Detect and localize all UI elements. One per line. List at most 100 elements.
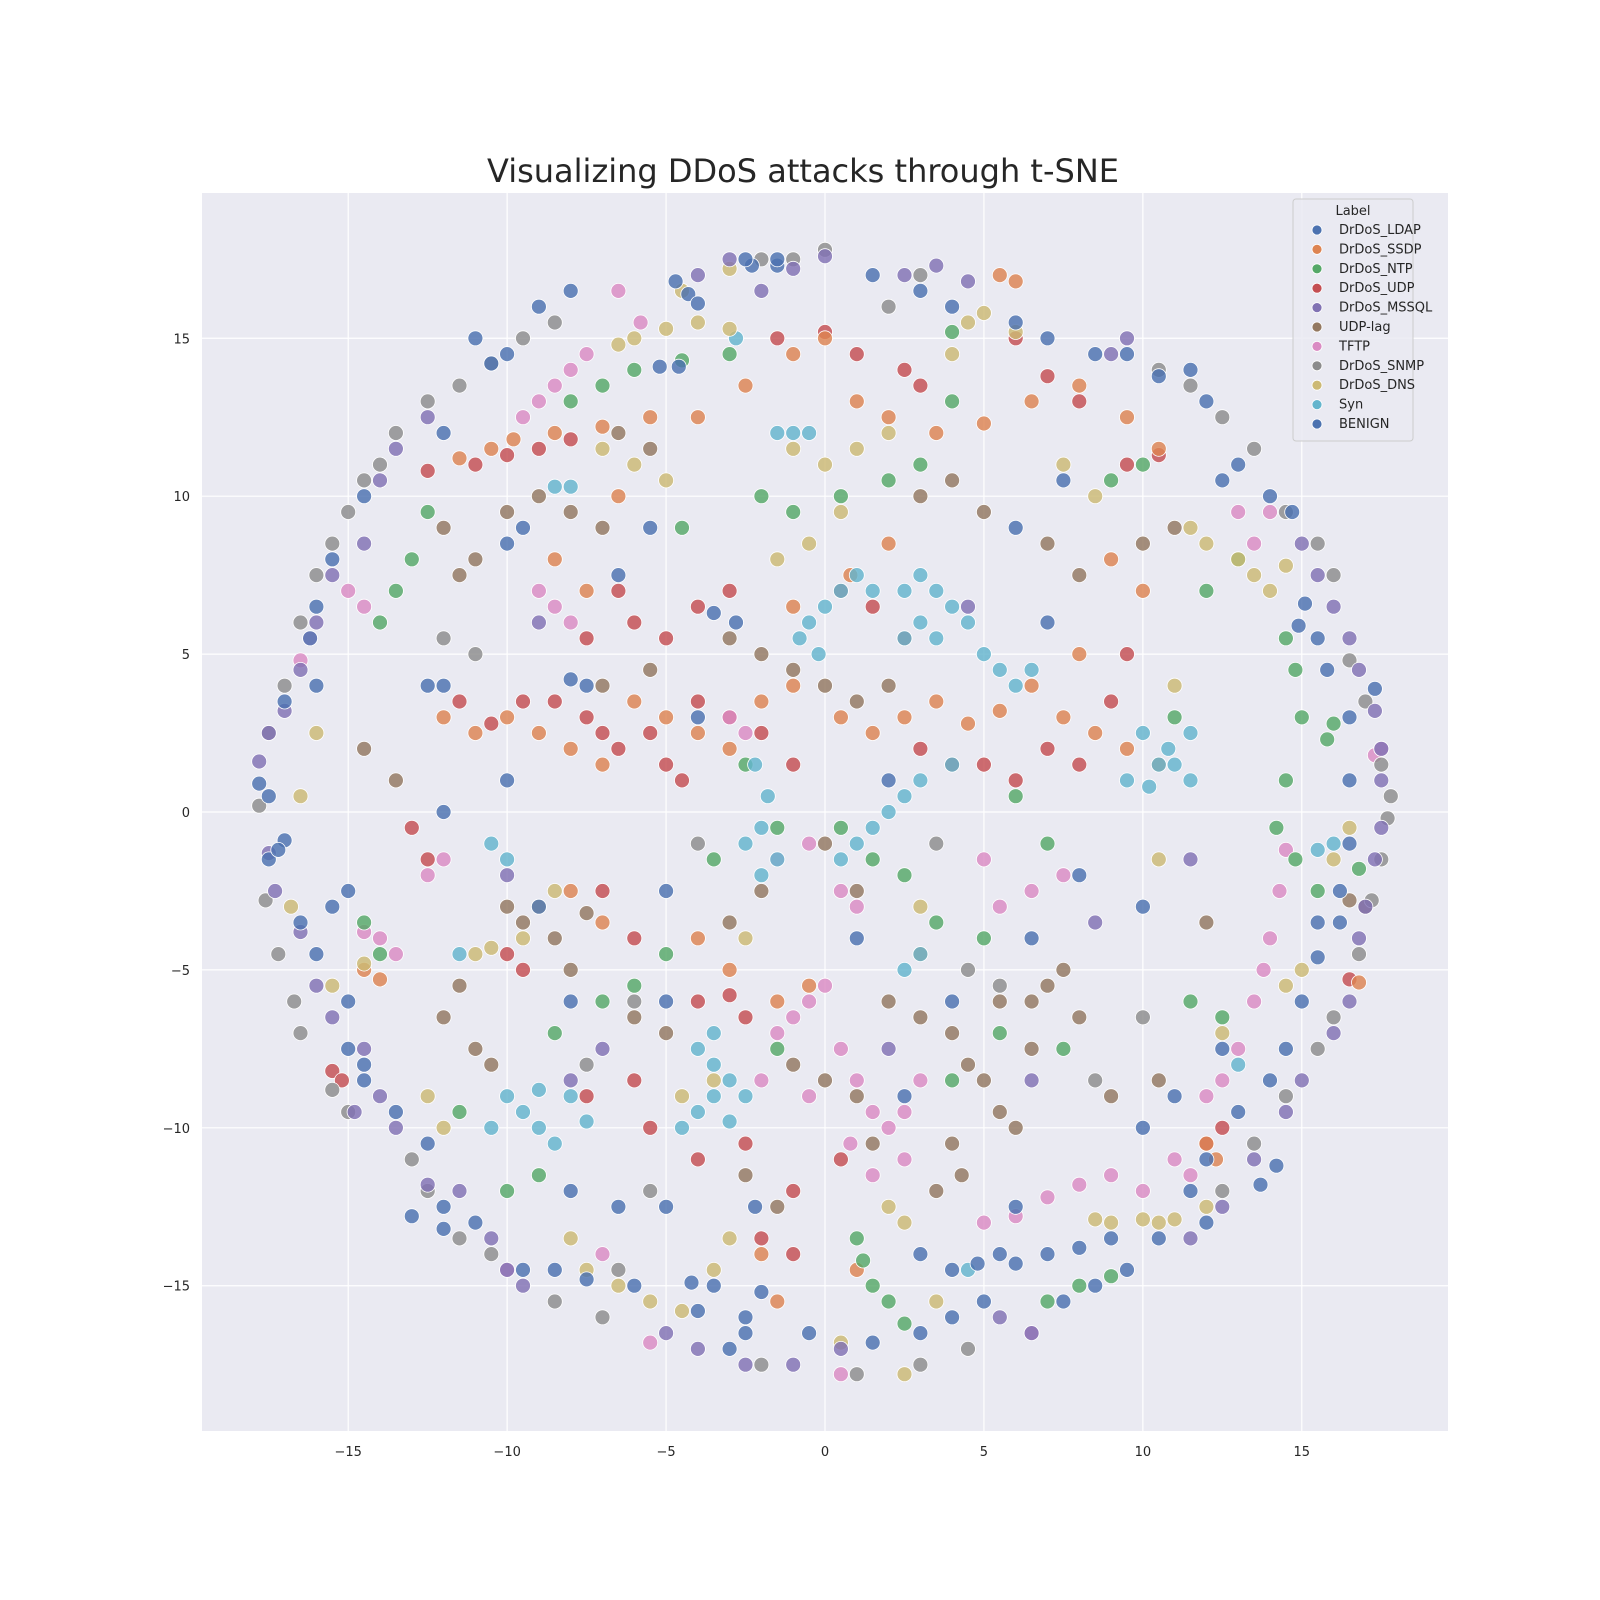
scatter-point bbox=[387, 425, 404, 441]
scatter-point bbox=[483, 1246, 500, 1262]
scatter-point bbox=[928, 425, 945, 441]
scatter-point bbox=[1382, 788, 1399, 805]
scatter-point bbox=[562, 282, 579, 299]
scatter-point bbox=[1325, 598, 1342, 615]
scatter-point bbox=[912, 1246, 929, 1262]
scatter-point bbox=[848, 567, 865, 583]
scatter-point bbox=[1278, 557, 1294, 574]
scatter-point bbox=[944, 346, 960, 363]
scatter-point bbox=[1332, 883, 1348, 899]
scatter-point bbox=[1287, 851, 1304, 868]
scatter-point bbox=[753, 1246, 770, 1262]
scatter-point bbox=[817, 456, 833, 473]
scatter-point bbox=[960, 614, 976, 631]
scatter-point bbox=[753, 1072, 770, 1089]
legend-marker bbox=[1311, 340, 1323, 352]
legend-marker bbox=[1311, 224, 1323, 236]
scatter-point bbox=[1214, 1041, 1231, 1057]
scatter-point bbox=[562, 1230, 579, 1247]
scatter-point bbox=[562, 993, 579, 1010]
scatter-point bbox=[801, 977, 817, 994]
scatter-point bbox=[594, 914, 611, 931]
scatter-point bbox=[1023, 677, 1040, 694]
scatter-point bbox=[737, 1167, 754, 1184]
scatter-point bbox=[848, 1072, 865, 1089]
scatter-point bbox=[1230, 1056, 1247, 1073]
scatter-point bbox=[308, 567, 325, 583]
legend-item: DrDoS_DNS bbox=[1311, 378, 1415, 393]
scatter-point bbox=[499, 447, 516, 464]
scatter-point bbox=[848, 393, 865, 410]
scatter-point bbox=[292, 614, 309, 631]
scatter-point bbox=[1262, 1072, 1278, 1089]
scatter-point bbox=[737, 1325, 754, 1341]
scatter-point bbox=[769, 551, 786, 568]
scatter-point bbox=[747, 756, 763, 773]
scatter-point bbox=[1055, 1293, 1072, 1310]
scatter-point bbox=[1341, 835, 1358, 852]
scatter-point bbox=[801, 835, 817, 852]
scatter-point bbox=[531, 393, 547, 410]
scatter-point bbox=[1039, 1293, 1056, 1310]
scatter-point bbox=[435, 677, 452, 694]
scatter-point bbox=[928, 583, 945, 599]
scatter-point bbox=[467, 330, 484, 347]
scatter-point bbox=[1290, 617, 1307, 634]
scatter-point bbox=[705, 1088, 722, 1105]
scatter-point bbox=[944, 324, 960, 340]
scatter-point bbox=[864, 819, 881, 836]
scatter-point bbox=[1230, 504, 1247, 520]
scatter-point bbox=[1293, 962, 1310, 978]
scatter-point bbox=[1351, 946, 1367, 962]
scatter-point bbox=[1071, 1239, 1088, 1256]
scatter-point bbox=[356, 472, 373, 489]
scatter-point bbox=[880, 409, 897, 426]
scatter-point bbox=[658, 756, 674, 773]
legend-label: Syn bbox=[1339, 398, 1363, 413]
scatter-point bbox=[721, 320, 738, 337]
scatter-point bbox=[880, 1041, 897, 1057]
scatter-point bbox=[578, 677, 595, 694]
scatter-point bbox=[1198, 914, 1215, 931]
scatter-point bbox=[944, 472, 960, 489]
scatter-point bbox=[1023, 930, 1040, 947]
scatter-point bbox=[737, 725, 754, 741]
scatter-point bbox=[728, 614, 744, 631]
scatter-point bbox=[546, 598, 563, 615]
scatter-point bbox=[658, 883, 674, 899]
scatter-point bbox=[1103, 346, 1119, 363]
scatter-point bbox=[864, 1135, 881, 1152]
scatter-point bbox=[1103, 1230, 1119, 1247]
scatter-point bbox=[880, 535, 897, 552]
scatter-point bbox=[419, 504, 436, 520]
scatter-point bbox=[880, 677, 897, 694]
scatter-point bbox=[785, 425, 802, 441]
scatter-point bbox=[880, 472, 897, 489]
scatter-point bbox=[546, 314, 563, 331]
legend-box bbox=[1292, 198, 1414, 442]
scatter-point bbox=[610, 740, 627, 757]
scatter-point bbox=[705, 851, 722, 868]
scatter-point bbox=[785, 346, 802, 363]
legend-marker bbox=[1311, 399, 1323, 411]
scatter-point bbox=[721, 1230, 738, 1247]
scatter-point bbox=[769, 1041, 786, 1057]
scatter-point bbox=[991, 993, 1008, 1010]
scatter-point bbox=[1182, 377, 1199, 394]
scatter-point bbox=[960, 962, 976, 978]
scatter-point bbox=[1119, 1262, 1135, 1278]
legend-label: DrDoS_SNMP bbox=[1339, 359, 1424, 374]
scatter-point bbox=[912, 567, 929, 583]
scatter-point bbox=[324, 977, 341, 994]
scatter-point bbox=[1182, 1183, 1199, 1199]
scatter-point bbox=[1023, 662, 1040, 678]
scatter-point bbox=[1103, 693, 1119, 710]
scatter-point bbox=[896, 1214, 913, 1231]
scatter-point bbox=[610, 583, 627, 599]
scatter-point bbox=[419, 851, 436, 868]
legend-label: BENIGN bbox=[1339, 417, 1390, 432]
scatter-point bbox=[1182, 1230, 1199, 1247]
scatter-point bbox=[594, 756, 611, 773]
scatter-point bbox=[483, 835, 500, 852]
scatter-point bbox=[721, 251, 738, 268]
